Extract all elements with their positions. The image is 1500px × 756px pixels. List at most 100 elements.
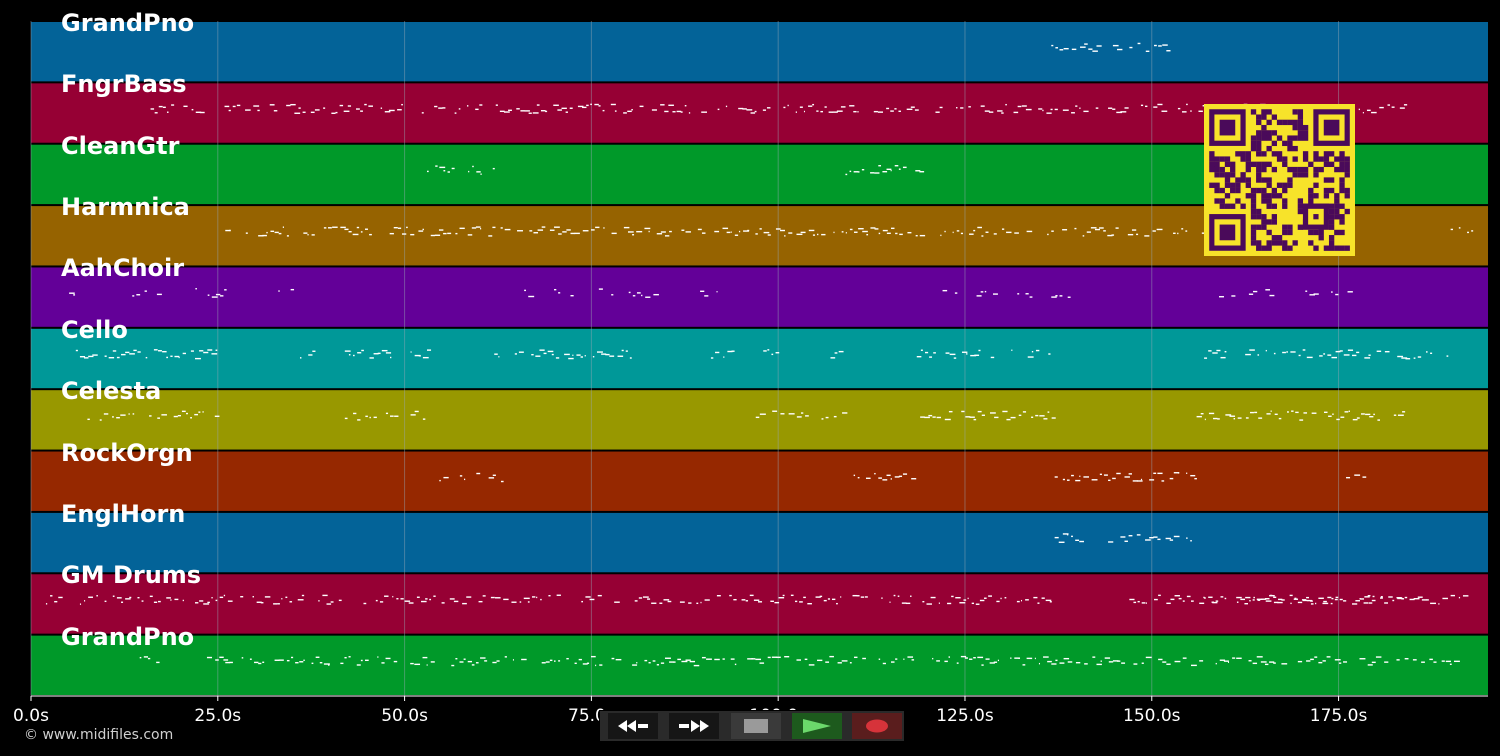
note — [1360, 413, 1365, 415]
rewind-button[interactable] — [608, 713, 658, 739]
note — [393, 226, 398, 229]
note — [1063, 47, 1069, 50]
note — [211, 597, 213, 599]
note — [1343, 661, 1348, 663]
note — [623, 112, 627, 114]
note — [696, 602, 699, 605]
note — [295, 662, 299, 664]
note — [1306, 660, 1311, 662]
note — [50, 595, 53, 597]
note — [1115, 227, 1119, 229]
note — [1051, 663, 1057, 665]
note — [1391, 106, 1395, 108]
note — [195, 111, 202, 113]
track-label: GrandPno — [61, 9, 195, 37]
note — [385, 352, 392, 354]
note — [656, 664, 660, 666]
note — [841, 231, 844, 233]
track-lane — [31, 574, 1488, 634]
note — [400, 598, 404, 600]
note — [1169, 539, 1174, 541]
note — [580, 356, 584, 358]
note — [558, 233, 562, 235]
note — [1359, 598, 1361, 600]
note — [1269, 594, 1273, 597]
note — [1182, 111, 1187, 113]
note — [340, 662, 344, 665]
note — [609, 355, 615, 357]
fast-forward-button[interactable] — [669, 713, 719, 739]
note — [1354, 474, 1361, 476]
note — [919, 234, 926, 237]
note — [767, 234, 771, 236]
note — [401, 103, 403, 106]
note — [1433, 661, 1437, 663]
note — [439, 166, 446, 169]
note — [853, 474, 856, 477]
note — [1441, 660, 1445, 662]
note — [1026, 657, 1033, 660]
note — [795, 111, 797, 113]
note — [223, 659, 229, 661]
note — [628, 291, 631, 294]
note — [994, 416, 999, 419]
note — [514, 353, 518, 355]
play-button[interactable] — [792, 713, 842, 739]
note — [1062, 533, 1069, 535]
note — [1181, 228, 1184, 230]
note — [774, 601, 780, 604]
note — [775, 228, 781, 230]
note — [1025, 293, 1029, 295]
note — [531, 353, 534, 356]
note — [527, 601, 530, 603]
note — [634, 600, 638, 602]
stop-button[interactable] — [731, 713, 781, 739]
note — [799, 601, 803, 603]
note — [463, 658, 466, 660]
note — [700, 290, 705, 292]
note — [808, 664, 815, 666]
note — [308, 354, 313, 356]
note — [301, 594, 305, 597]
note — [570, 232, 576, 235]
note — [1067, 661, 1073, 663]
note — [1364, 596, 1370, 598]
note — [459, 227, 465, 230]
note — [714, 230, 720, 233]
note — [639, 105, 644, 108]
note — [1079, 475, 1081, 477]
note — [1331, 356, 1338, 359]
note — [401, 233, 407, 235]
note — [961, 351, 968, 353]
note — [1417, 356, 1422, 358]
stop-icon — [744, 719, 768, 733]
note — [1045, 599, 1052, 602]
note — [1293, 598, 1299, 600]
time-tick-label: 50.0s — [381, 706, 428, 726]
note — [771, 353, 774, 356]
note — [1140, 478, 1143, 481]
note — [332, 226, 338, 228]
note — [495, 104, 498, 106]
note — [496, 660, 500, 662]
note — [898, 475, 903, 478]
record-button[interactable] — [852, 713, 902, 739]
note — [651, 109, 657, 111]
note — [939, 106, 943, 109]
note — [644, 227, 651, 230]
note — [1066, 534, 1069, 536]
note — [1322, 660, 1326, 662]
note — [1016, 600, 1020, 603]
note — [363, 602, 367, 605]
note — [1264, 598, 1270, 600]
note — [1011, 349, 1013, 351]
note — [857, 111, 859, 113]
note — [153, 601, 158, 603]
note — [312, 350, 316, 352]
note — [195, 288, 197, 290]
note — [1124, 476, 1130, 478]
track-lane — [31, 451, 1488, 511]
note — [1421, 599, 1427, 601]
note — [1269, 661, 1275, 663]
note — [564, 353, 570, 356]
